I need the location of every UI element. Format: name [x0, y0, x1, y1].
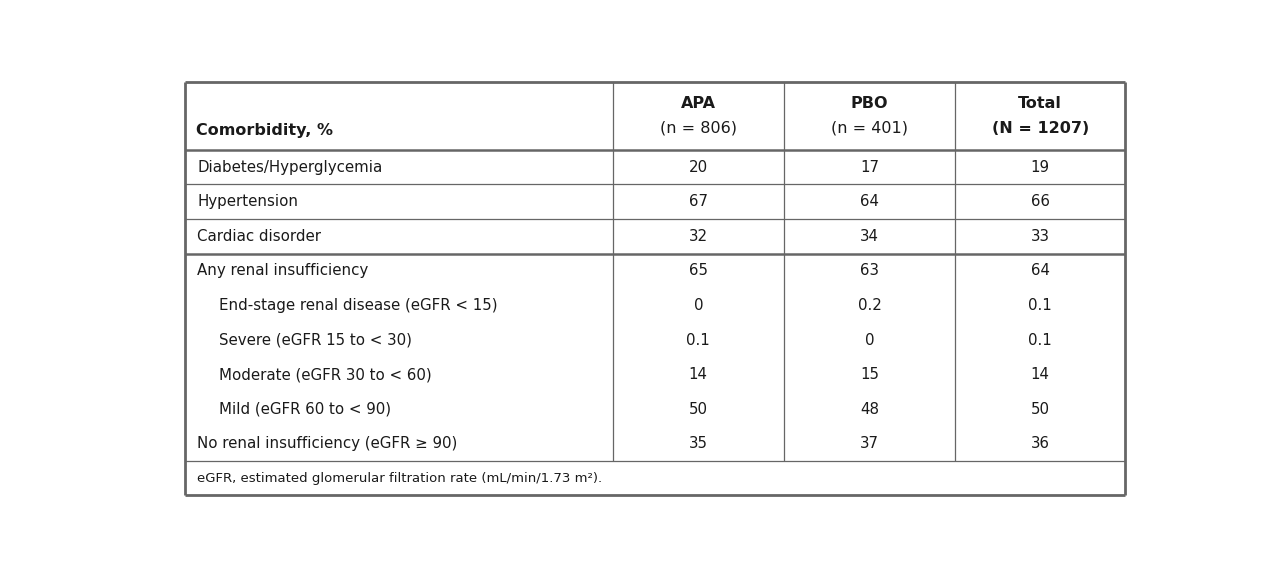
Text: (n = 806): (n = 806): [659, 120, 736, 135]
Text: 20: 20: [689, 160, 708, 175]
Text: 35: 35: [689, 436, 708, 451]
Text: PBO: PBO: [851, 96, 888, 111]
Text: eGFR, estimated glomerular filtration rate (mL/min/1.73 m²).: eGFR, estimated glomerular filtration ra…: [197, 472, 602, 485]
Text: 0: 0: [865, 332, 874, 348]
Text: 0.1: 0.1: [1029, 298, 1052, 313]
Text: 37: 37: [860, 436, 879, 451]
Text: 0.2: 0.2: [858, 298, 882, 313]
Text: 48: 48: [860, 402, 879, 417]
Text: (N = 1207): (N = 1207): [992, 120, 1089, 135]
Text: 65: 65: [689, 263, 708, 279]
Text: 0: 0: [694, 298, 703, 313]
Text: Any renal insufficiency: Any renal insufficiency: [197, 263, 368, 279]
Text: APA: APA: [681, 96, 716, 111]
Text: End-stage renal disease (eGFR < 15): End-stage renal disease (eGFR < 15): [220, 298, 498, 313]
Text: 15: 15: [860, 367, 879, 382]
Text: Severe (eGFR 15 to < 30): Severe (eGFR 15 to < 30): [220, 332, 413, 348]
Text: Cardiac disorder: Cardiac disorder: [197, 229, 321, 244]
Text: No renal insufficiency (eGFR ≥ 90): No renal insufficiency (eGFR ≥ 90): [197, 436, 458, 451]
Text: Comorbidity, %: Comorbidity, %: [197, 123, 334, 138]
Text: 32: 32: [689, 229, 708, 244]
Text: 63: 63: [860, 263, 879, 279]
Text: 67: 67: [689, 194, 708, 209]
Text: (n = 401): (n = 401): [831, 120, 907, 135]
Text: 64: 64: [1031, 263, 1049, 279]
Text: 14: 14: [689, 367, 708, 382]
Text: 17: 17: [860, 160, 879, 175]
Text: Diabetes/Hyperglycemia: Diabetes/Hyperglycemia: [197, 160, 382, 175]
Text: Mild (eGFR 60 to < 90): Mild (eGFR 60 to < 90): [220, 402, 391, 417]
Text: 34: 34: [860, 229, 879, 244]
Text: 0.1: 0.1: [1029, 332, 1052, 348]
Text: Moderate (eGFR 30 to < 60): Moderate (eGFR 30 to < 60): [220, 367, 432, 382]
Text: 36: 36: [1031, 436, 1049, 451]
Text: 50: 50: [1031, 402, 1049, 417]
Text: 19: 19: [1031, 160, 1049, 175]
Text: 66: 66: [1031, 194, 1049, 209]
Text: Total: Total: [1019, 96, 1062, 111]
Text: 50: 50: [689, 402, 708, 417]
Text: 33: 33: [1031, 229, 1049, 244]
Text: 14: 14: [1031, 367, 1049, 382]
Text: Hypertension: Hypertension: [197, 194, 298, 209]
Text: 64: 64: [860, 194, 879, 209]
Text: 0.1: 0.1: [686, 332, 711, 348]
